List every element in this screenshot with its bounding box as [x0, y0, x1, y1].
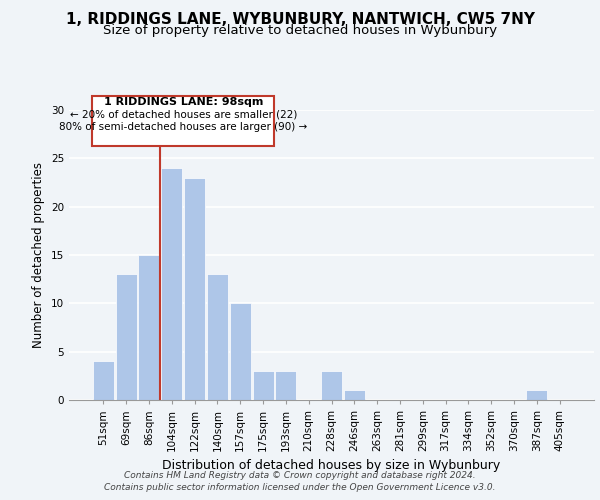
FancyBboxPatch shape — [92, 96, 274, 146]
Bar — [321, 371, 342, 400]
X-axis label: Distribution of detached houses by size in Wybunbury: Distribution of detached houses by size … — [163, 460, 500, 472]
Text: Contains HM Land Registry data © Crown copyright and database right 2024.
Contai: Contains HM Land Registry data © Crown c… — [104, 471, 496, 492]
Bar — [526, 390, 547, 400]
Bar — [139, 255, 160, 400]
Bar — [230, 304, 251, 400]
Text: Size of property relative to detached houses in Wybunbury: Size of property relative to detached ho… — [103, 24, 497, 37]
Bar — [207, 274, 228, 400]
Y-axis label: Number of detached properties: Number of detached properties — [32, 162, 46, 348]
Bar — [253, 371, 274, 400]
Text: 1 RIDDINGS LANE: 98sqm: 1 RIDDINGS LANE: 98sqm — [104, 98, 263, 108]
Bar — [93, 362, 114, 400]
Bar — [275, 371, 296, 400]
Bar — [161, 168, 182, 400]
Text: ← 20% of detached houses are smaller (22): ← 20% of detached houses are smaller (22… — [70, 110, 297, 120]
Bar — [184, 178, 205, 400]
Bar — [116, 274, 137, 400]
Text: 1, RIDDINGS LANE, WYBUNBURY, NANTWICH, CW5 7NY: 1, RIDDINGS LANE, WYBUNBURY, NANTWICH, C… — [65, 12, 535, 28]
Bar — [344, 390, 365, 400]
Text: 80% of semi-detached houses are larger (90) →: 80% of semi-detached houses are larger (… — [59, 122, 307, 132]
